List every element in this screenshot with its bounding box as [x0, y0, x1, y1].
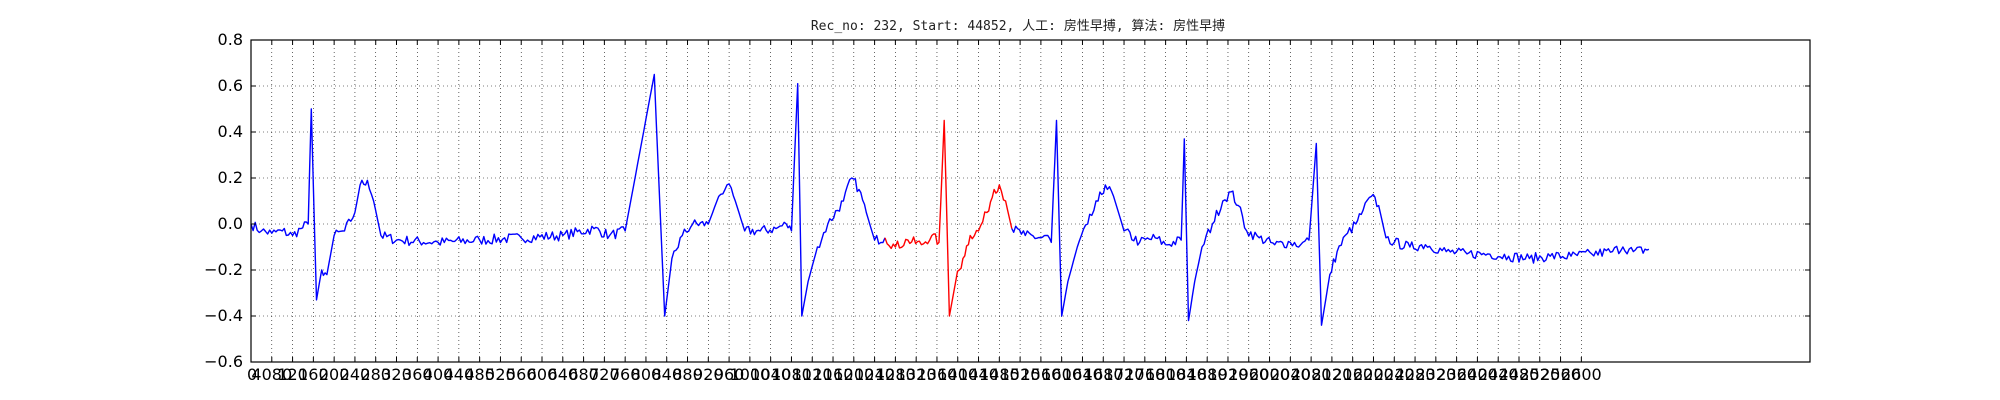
- x-tick-label: 4080: [251, 365, 292, 384]
- y-tick-label: −0.6: [204, 352, 243, 371]
- ecg-series-line-0: [250, 73, 886, 317]
- x-tick-label: 600: [527, 365, 558, 384]
- x-tick-label: 1240: [854, 365, 895, 384]
- x-tick-label: 2320: [1415, 365, 1456, 384]
- x-tick-label: 2160: [1332, 365, 1373, 384]
- x-tick-label: 880: [672, 365, 703, 384]
- grid-lines: [251, 40, 1810, 362]
- x-tick-label: 2560: [1540, 365, 1581, 384]
- x-tick-label: 1640: [1062, 365, 1103, 384]
- x-tick-label: 2200: [1353, 365, 1394, 384]
- y-tick-label: −0.2: [204, 260, 243, 279]
- x-tick-label: 2360: [1436, 365, 1477, 384]
- x-tick-label: 1960: [1228, 365, 1269, 384]
- x-tick-label: 2080: [1291, 365, 1332, 384]
- x-tick-label: 0: [247, 365, 257, 384]
- x-tick-label: 520: [485, 365, 516, 384]
- y-tick-label: 0.2: [218, 168, 243, 187]
- x-tick-label: 2520: [1519, 365, 1560, 384]
- x-tick-label: 1160: [813, 365, 854, 384]
- x-tick-label: 400: [423, 365, 454, 384]
- x-tick-label: 2480: [1499, 365, 1540, 384]
- x-tick-label: 280: [360, 365, 391, 384]
- x-tick-label: 160: [298, 365, 329, 384]
- x-tick-label: 1560: [1021, 365, 1062, 384]
- x-tick-label: 1280: [875, 365, 916, 384]
- y-tick-label: 0.0: [218, 214, 243, 233]
- x-tick-label: 2600: [1561, 365, 1602, 384]
- x-tick-label: 1800: [1145, 365, 1186, 384]
- ecg-series-line-1: [884, 119, 1013, 317]
- x-tick-label: 1040: [750, 365, 791, 384]
- x-tick-label: 560: [506, 365, 537, 384]
- y-tick-label: 0.6: [218, 76, 243, 95]
- x-tick-label: 2440: [1478, 365, 1519, 384]
- x-tick-label: 440: [444, 365, 475, 384]
- x-tick-label: 1200: [833, 365, 874, 384]
- x-tick-label: 1120: [792, 365, 833, 384]
- y-axis: −0.6 −0.4 −0.2 0.0 0.2 0.4 0.6 0.8: [204, 30, 1810, 371]
- x-tick-label: 1600: [1041, 365, 1082, 384]
- x-tick-label: 1360: [917, 365, 958, 384]
- x-tick-label: 1440: [958, 365, 999, 384]
- x-tick-label: 1760: [1124, 365, 1165, 384]
- x-tick-label: 720: [589, 365, 620, 384]
- x-tick-label: 2280: [1395, 365, 1436, 384]
- x-tick-label: 640: [548, 365, 579, 384]
- x-tick-label: 200: [319, 365, 350, 384]
- x-tick-label: 1000: [730, 365, 771, 384]
- x-tick-label: 960: [714, 365, 745, 384]
- x-tick-label: 240: [340, 365, 371, 384]
- x-tick-label: 2400: [1457, 365, 1498, 384]
- x-tick-label: 2240: [1374, 365, 1415, 384]
- x-tick-label: 360: [402, 365, 433, 384]
- x-tick-label: 2040: [1270, 365, 1311, 384]
- x-tick-label: 840: [651, 365, 682, 384]
- x-tick-label: 2000: [1249, 365, 1290, 384]
- x-tick-label: 1680: [1083, 365, 1124, 384]
- x-tick-label: 320: [381, 365, 412, 384]
- y-tick-label: 0.4: [218, 122, 243, 141]
- x-tick-label: 2120: [1312, 365, 1353, 384]
- ecg-series-line-2: [1011, 119, 1650, 326]
- x-tick-label: 680: [568, 365, 599, 384]
- plot-frame: [250, 39, 1811, 363]
- x-tick-label: 1480: [979, 365, 1020, 384]
- x-tick-label: 1080: [771, 365, 812, 384]
- x-tick-label: 480: [464, 365, 495, 384]
- x-tick-label: 760: [610, 365, 641, 384]
- x-tick-label: 1840: [1166, 365, 1207, 384]
- ecg-series: [250, 73, 1650, 326]
- x-tick-label: 1920: [1208, 365, 1249, 384]
- y-tick-label: 0.8: [218, 30, 243, 49]
- x-tick-label: 1320: [896, 365, 937, 384]
- x-tick-label: 120: [277, 365, 308, 384]
- x-tick-label: 1520: [1000, 365, 1041, 384]
- x-tick-label: 1880: [1187, 365, 1228, 384]
- x-axis: 0408012016020024028032036040044048052056…: [247, 40, 1602, 384]
- chart-title: Rec_no: 232, Start: 44852, 人工: 房性早搏, 算法:…: [811, 18, 1225, 34]
- x-tick-label: 1400: [937, 365, 978, 384]
- x-tick-label: 1720: [1104, 365, 1145, 384]
- y-tick-label: −0.4: [204, 306, 243, 325]
- x-tick-label: 800: [631, 365, 662, 384]
- x-tick-label: 920: [693, 365, 724, 384]
